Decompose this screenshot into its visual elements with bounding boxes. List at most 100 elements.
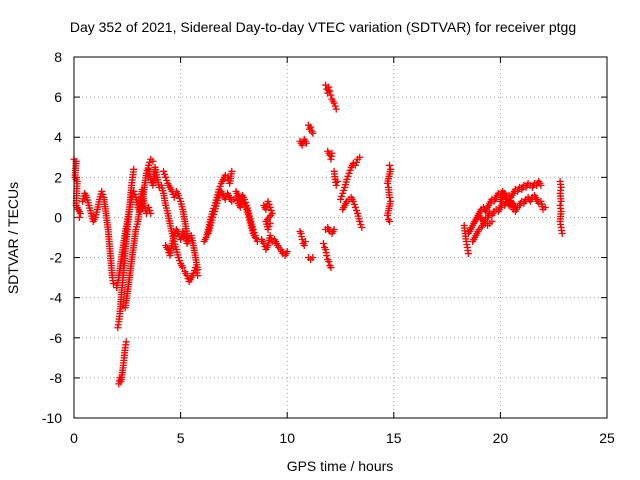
data-point bbox=[557, 197, 565, 205]
data-point bbox=[146, 206, 154, 214]
chart-title: Day 352 of 2021, Sidereal Day-to-day VTE… bbox=[70, 19, 576, 35]
data-point bbox=[333, 177, 341, 185]
x-tick-label: 5 bbox=[177, 430, 185, 446]
x-tick-label: 0 bbox=[70, 430, 78, 446]
data-point bbox=[309, 254, 317, 262]
y-tick-labels: -10 -8 -6 -4 -2 0 2 4 6 8 bbox=[42, 49, 62, 426]
x-tick-label: 15 bbox=[386, 430, 402, 446]
data-point bbox=[216, 182, 224, 190]
data-point bbox=[345, 169, 353, 177]
data-point bbox=[210, 210, 218, 218]
y-tick-label: -6 bbox=[50, 330, 63, 346]
y-tick-label: 4 bbox=[54, 129, 62, 145]
data-point bbox=[325, 258, 333, 266]
data-point bbox=[122, 338, 130, 346]
data-point bbox=[162, 173, 170, 181]
data-point bbox=[76, 209, 84, 217]
data-point bbox=[386, 161, 394, 169]
data-point bbox=[346, 166, 354, 174]
data-point bbox=[145, 203, 153, 211]
y-tick-label: 6 bbox=[54, 89, 62, 105]
data-point bbox=[130, 165, 138, 173]
y-tick-label: -10 bbox=[42, 410, 62, 426]
data-point bbox=[307, 123, 315, 131]
data-point bbox=[319, 240, 327, 248]
data-point bbox=[161, 170, 169, 178]
data-point bbox=[149, 157, 157, 165]
data-point bbox=[174, 191, 182, 199]
data-point bbox=[266, 203, 274, 211]
grid bbox=[74, 57, 607, 418]
data-point bbox=[300, 242, 308, 250]
data-point bbox=[328, 149, 336, 157]
data-point bbox=[383, 179, 391, 187]
data-point bbox=[170, 193, 178, 201]
data-point bbox=[302, 139, 310, 147]
x-tick-label: 25 bbox=[599, 430, 615, 446]
data-point bbox=[242, 198, 250, 206]
data-point bbox=[358, 223, 366, 231]
data-point bbox=[327, 264, 335, 272]
data-point bbox=[350, 200, 358, 208]
data-point bbox=[228, 167, 236, 175]
data-point bbox=[160, 167, 168, 175]
data-point bbox=[266, 219, 274, 227]
data-point bbox=[386, 217, 394, 225]
data-point bbox=[309, 129, 317, 137]
data-point bbox=[249, 225, 257, 233]
y-tick-label: 0 bbox=[54, 209, 62, 225]
data-point bbox=[356, 153, 364, 161]
data-point bbox=[265, 200, 273, 208]
data-point bbox=[330, 99, 338, 107]
data-point bbox=[344, 172, 352, 180]
y-tick-label: 2 bbox=[54, 169, 62, 185]
data-point bbox=[75, 213, 83, 221]
data-point bbox=[340, 186, 348, 194]
data-point bbox=[176, 257, 184, 265]
data-point bbox=[267, 235, 275, 243]
data-point bbox=[179, 264, 187, 272]
axis-ticks bbox=[73, 56, 608, 419]
data-points bbox=[70, 81, 566, 388]
data-point bbox=[176, 194, 184, 202]
data-point bbox=[236, 203, 244, 211]
data-point bbox=[332, 105, 340, 113]
data-point bbox=[147, 209, 155, 217]
data-point bbox=[174, 254, 182, 262]
data-point bbox=[265, 222, 273, 230]
y-tick-label: -4 bbox=[50, 290, 63, 306]
data-point bbox=[558, 229, 566, 237]
data-point bbox=[251, 231, 259, 239]
data-point bbox=[541, 203, 549, 211]
data-point bbox=[537, 181, 545, 189]
data-point bbox=[209, 213, 217, 221]
data-point bbox=[357, 220, 365, 228]
data-point bbox=[327, 91, 335, 99]
data-point bbox=[98, 187, 106, 195]
data-point bbox=[330, 225, 338, 233]
data-point bbox=[325, 83, 333, 91]
y-axis-label: SDTVAR / TECUs bbox=[5, 182, 21, 294]
data-point bbox=[351, 161, 359, 169]
y-tick-label: -8 bbox=[50, 370, 63, 386]
data-point bbox=[241, 195, 249, 203]
data-point bbox=[250, 228, 258, 236]
data-point bbox=[351, 203, 359, 211]
data-point bbox=[183, 240, 191, 248]
data-point bbox=[352, 206, 360, 214]
data-point bbox=[237, 200, 245, 208]
data-point bbox=[131, 190, 139, 198]
data-point bbox=[326, 87, 334, 95]
data-point bbox=[332, 181, 340, 189]
data-point bbox=[224, 173, 232, 181]
data-point bbox=[383, 211, 391, 219]
data-point bbox=[323, 252, 331, 260]
data-point bbox=[339, 189, 347, 197]
data-point bbox=[109, 280, 117, 288]
data-point bbox=[511, 203, 519, 211]
data-point bbox=[264, 197, 272, 205]
data-point bbox=[99, 190, 107, 198]
data-point bbox=[301, 238, 309, 246]
